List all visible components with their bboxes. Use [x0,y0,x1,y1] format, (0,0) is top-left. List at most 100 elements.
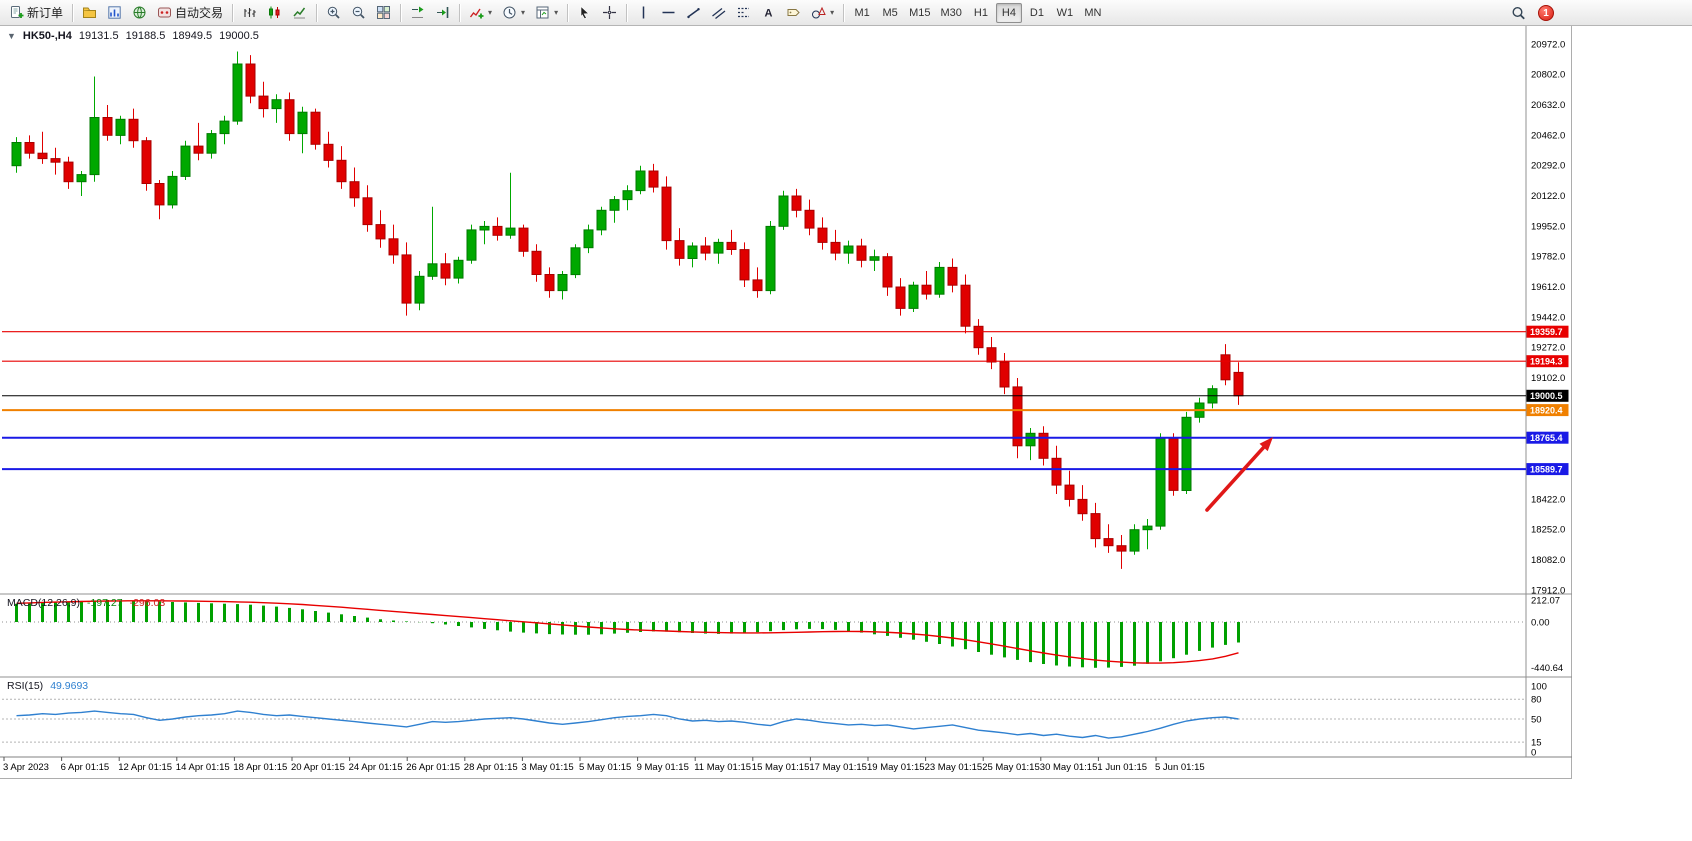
market-watch-button[interactable] [102,2,127,24]
timeframe-d1-button[interactable]: D1 [1024,3,1050,23]
profile-button[interactable] [77,2,102,24]
line-chart-button[interactable] [287,2,312,24]
candle-body [453,259,464,279]
horizontal-line-button[interactable] [656,2,681,24]
timeframe-mn-button[interactable]: MN [1080,3,1106,23]
candle-body [947,266,958,286]
svg-text:5 May 01:15: 5 May 01:15 [579,762,631,773]
svg-text:19952.0: 19952.0 [1531,221,1565,232]
svg-text:25 May 01:15: 25 May 01:15 [982,762,1040,773]
indicators-button[interactable]: ▾ [464,2,497,24]
candle-body [791,195,802,211]
new-order-label: 新订单 [27,6,64,20]
candle-body [310,111,321,145]
candle-body [700,245,711,254]
candle-body [232,63,243,122]
one-click-trading-toggle[interactable]: ▼ [7,31,16,41]
svg-text:19272.0: 19272.0 [1531,343,1565,354]
candle-body [427,263,438,277]
svg-text:14 Apr 01:15: 14 Apr 01:15 [176,762,230,773]
svg-text:-440.64: -440.64 [1531,663,1563,674]
autoscroll-icon [412,6,424,18]
timeframe-w1-button[interactable]: W1 [1052,3,1078,23]
svg-text:6 Apr 01:15: 6 Apr 01:15 [61,762,110,773]
svg-text:28 Apr 01:15: 28 Apr 01:15 [464,762,518,773]
chart-window[interactable]: 19359.7 19194.3 19000.5 18920.4 18765.4 18589… [0,26,1572,779]
candle-body [869,256,880,261]
vertical-line-button[interactable] [631,2,656,24]
svg-text:19 May 01:15: 19 May 01:15 [867,762,925,773]
bar-chart-button[interactable] [237,2,262,24]
trend-arrow-annotation[interactable] [1205,437,1273,512]
candle-body [37,152,48,160]
toolbar-divider [72,3,74,22]
equidistant-channel-button[interactable] [706,2,731,24]
toolbar-divider [400,3,402,22]
candle-body [375,224,386,240]
svg-text:0: 0 [1531,747,1536,758]
timeframe-h4-button[interactable]: H4 [995,2,1022,23]
candle-body [258,95,269,110]
candle-body [24,142,35,154]
clock-icon [503,6,516,19]
bars-icon [244,8,256,17]
candle-body [973,325,984,349]
zoom-out-icon [352,6,365,19]
svg-text:0.00: 0.00 [1531,617,1550,628]
tile-windows-button[interactable] [371,2,396,24]
macd-signal-line [16,600,1239,664]
crosshair-button[interactable] [597,2,622,24]
autotrade-button[interactable]: 自动交易 [152,2,228,24]
cursor-button[interactable] [572,2,597,24]
trendline-button[interactable] [681,2,706,24]
svg-text:19612.0: 19612.0 [1531,282,1565,293]
text-label-button[interactable] [781,2,806,24]
candle-body [89,117,100,176]
auto-scroll-button[interactable] [405,2,430,24]
candle-body [557,274,568,292]
text-button[interactable]: A [756,2,781,24]
candle-body [1142,525,1153,531]
template-icon [536,6,549,19]
timeframe-m15-button[interactable]: M15 [905,3,934,23]
candle-body [1064,484,1075,500]
toolbar-divider [459,3,461,22]
notification-badge[interactable]: 1 [1538,5,1554,21]
candle-body [1181,416,1192,491]
price-tag: 18765.4 [1526,431,1569,444]
candle-body [1103,538,1114,547]
candle-body [141,140,152,184]
candle-body [1038,432,1049,459]
folder-icon [83,7,97,18]
chart-shift-button[interactable] [430,2,455,24]
svg-text:20462.0: 20462.0 [1531,130,1565,141]
svg-text:15 May 01:15: 15 May 01:15 [752,762,810,773]
navigator-button[interactable] [127,2,152,24]
chart-canvas[interactable]: 19359.7 19194.3 19000.5 18920.4 18765.4 18589… [0,26,1572,779]
svg-text:18252.0: 18252.0 [1531,525,1565,536]
search-button[interactable] [1506,2,1531,24]
candle-body [1025,432,1036,447]
zoom-in-button[interactable] [321,2,346,24]
candle-body [271,99,282,110]
timeframe-h1-button[interactable]: H1 [968,3,994,23]
candle-body [440,263,451,279]
candlestick-chart-button[interactable] [262,2,287,24]
arrows-shapes-button[interactable]: ▾ [806,2,839,24]
candle-body [1012,386,1023,447]
candle-body [843,245,854,254]
new-order-button[interactable]: 新订单 [4,2,68,24]
fibonacci-button[interactable] [731,2,756,24]
periods-button[interactable]: ▾ [497,2,530,24]
candle-body [921,284,932,295]
time-axis: 3 Apr 2023 6 Apr 01:15 12 Apr 01:15 14 Apr … [3,757,1205,773]
candle-body [206,133,217,154]
zoom-out-button[interactable] [346,2,371,24]
templates-button[interactable]: ▾ [530,2,563,24]
candle-body [1116,545,1127,552]
svg-text:20 Apr 01:15: 20 Apr 01:15 [291,762,345,773]
timeframe-m5-button[interactable]: M5 [877,3,903,23]
toolbar-divider [626,3,628,22]
timeframe-m30-button[interactable]: M30 [937,3,966,23]
timeframe-m1-button[interactable]: M1 [849,3,875,23]
